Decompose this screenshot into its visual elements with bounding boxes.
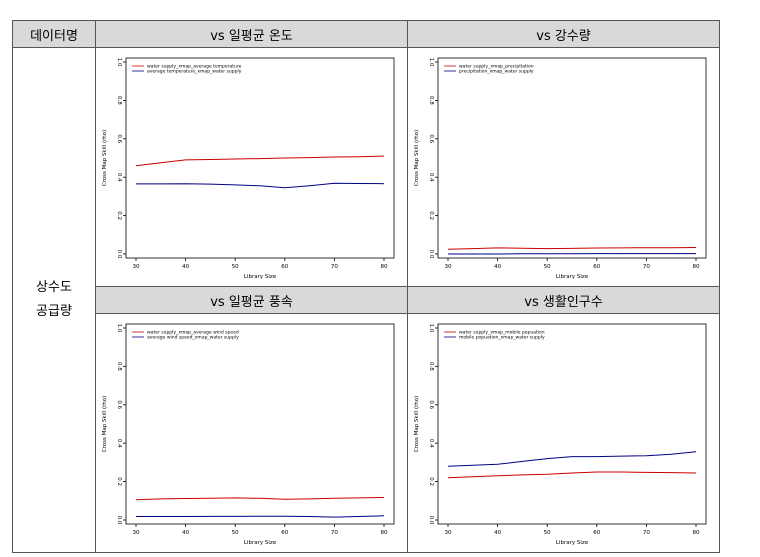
x-tick-label: 40: [182, 264, 189, 270]
y-tick-label: 0.6: [428, 134, 434, 143]
y-tick-label: 0.8: [116, 96, 122, 105]
x-tick-label: 30: [445, 264, 452, 270]
y-tick-label: 0.6: [116, 134, 122, 143]
series-line-1: [135, 155, 385, 167]
x-tick-label: 80: [381, 264, 388, 270]
x-tick-label: 50: [544, 530, 551, 536]
plot-frame: [437, 57, 707, 259]
row-label-water-supply: 상수도 공급량: [12, 47, 96, 553]
series-line-2: [447, 451, 697, 467]
legend-label-1: water supply_xmap_average wind speed: [147, 330, 239, 336]
series-line-2: [136, 182, 385, 189]
legend-label-2: average wind speed_xmap_water supply: [147, 335, 239, 341]
legend-label-1: water supply_xmap_average temperature: [147, 64, 242, 70]
x-axis-label: Library Size: [244, 274, 277, 280]
chart-row-1: 상수도 공급량 30 40 50 60 70 80 0.0 0.2 0.4 0.6 0.8 1.0 Li…: [12, 47, 720, 553]
y-tick-label: 1.0: [116, 58, 122, 67]
x-tick-label: 30: [445, 530, 452, 536]
x-tick-label: 70: [331, 264, 338, 270]
x-tick-label: 50: [544, 264, 551, 270]
header-temperature: vs 일평균 온도: [95, 20, 408, 48]
x-tick-label: 40: [494, 530, 501, 536]
x-tick-label: 40: [182, 530, 189, 536]
y-axis-label: Cross Map Skill (rho): [414, 130, 420, 187]
y-tick-label: 0.2: [428, 211, 434, 220]
chart-wind-speed: 30 40 50 60 70 80 0.0 0.2 0.4 0.6 0.8 1.0 Library Si…: [102, 323, 395, 546]
y-tick-label: 0.0: [428, 250, 434, 259]
legend-label-1: water supply_xmap_mobile popuation: [459, 330, 545, 336]
y-tick-label: 1.0: [428, 324, 434, 333]
y-axis-label: Cross Map Skill (rho): [102, 130, 108, 187]
x-tick-label: 60: [281, 530, 288, 536]
chart-temperature: 30 40 50 60 70 80 0.0 0.2 0.4 0.6 0.8 1.0 Library Si…: [102, 57, 395, 280]
row-label-line-2: 공급량: [36, 304, 72, 319]
x-tick-label: 50: [232, 530, 239, 536]
y-tick-label: 0.8: [428, 362, 434, 371]
x-tick-label: 60: [593, 264, 600, 270]
y-tick-label: 0.2: [116, 477, 122, 486]
legend-label-2: precipitation_xmap_water supply: [459, 69, 534, 75]
y-axis-label: Cross Map Skill (rho): [414, 396, 420, 453]
y-tick-label: 0.0: [428, 516, 434, 525]
header-precipitation: vs 강수량: [407, 20, 720, 48]
x-tick-label: 30: [133, 264, 140, 270]
series-line-2: [136, 515, 385, 518]
legend-label-2: mobile popuation_xmap_water supply: [459, 335, 545, 341]
series-line-1: [135, 497, 385, 501]
y-tick-label: 0.8: [116, 362, 122, 371]
y-tick-label: 1.0: [428, 58, 434, 67]
x-tick-label: 70: [643, 264, 650, 270]
x-tick-label: 30: [133, 530, 140, 536]
y-tick-label: 0.8: [428, 96, 434, 105]
x-tick-label: 60: [281, 264, 288, 270]
y-tick-label: 0.0: [116, 250, 122, 259]
header-row-1: 데이터명 vs 일평균 온도 vs 강수량: [12, 20, 720, 48]
x-tick-label: 80: [693, 264, 700, 270]
x-tick-label: 80: [693, 530, 700, 536]
x-tick-label: 50: [232, 264, 239, 270]
data-name-header: 데이터명: [12, 20, 96, 48]
y-tick-label: 0.4: [116, 173, 122, 182]
x-tick-label: 40: [494, 264, 501, 270]
plot-frame: [125, 57, 395, 259]
legend-label-1: water supply_xmap_precipitation: [459, 64, 534, 70]
chart-cell-temperature: 30 40 50 60 70 80 0.0 0.2 0.4 0.6 0.8 1.0 Library Si…: [95, 47, 408, 287]
x-tick-label: 70: [331, 530, 338, 536]
chart-cell-wind-speed: 30 40 50 60 70 80 0.0 0.2 0.4 0.6 0.8 1.0 Library Si…: [95, 313, 408, 553]
series-line-1: [447, 247, 697, 250]
y-tick-label: 0.4: [428, 439, 434, 448]
header-mobile-population: vs 생활인구수: [407, 286, 720, 314]
chart-cell-mobile-population: 30 40 50 60 70 80 0.0 0.2 0.4 0.6 0.8 1.0 Library Si…: [407, 313, 720, 553]
plot-frame: [125, 323, 395, 525]
header-row-2: vs 일평균 풍속 vs 생활인구수: [13, 286, 720, 314]
x-axis-label: Library Size: [556, 540, 589, 546]
legend-label-2: average temperature_xmap_water supply: [147, 69, 242, 75]
chart-cell-precipitation: 30 40 50 60 70 80 0.0 0.2 0.4 0.6 0.8 1.0 Library Si…: [407, 47, 720, 287]
row-label-line-1: 상수도: [36, 280, 72, 295]
y-tick-label: 0.4: [428, 173, 434, 182]
chart-row-2: 30 40 50 60 70 80 0.0 0.2 0.4 0.6 0.8 1.0 Library Si…: [13, 313, 720, 553]
chart-precipitation: 30 40 50 60 70 80 0.0 0.2 0.4 0.6 0.8 1.0 Library Si…: [414, 57, 707, 280]
x-tick-label: 80: [381, 530, 388, 536]
y-tick-label: 1.0: [116, 324, 122, 333]
series-line-1: [447, 471, 697, 479]
results-table: 데이터명 vs 일평균 온도 vs 강수량 상수도 공급량 30 40 50 60 70…: [12, 20, 720, 553]
x-axis-label: Library Size: [556, 274, 589, 280]
y-tick-label: 0.6: [428, 400, 434, 409]
y-axis-label: Cross Map Skill (rho): [102, 396, 108, 453]
plot-frame: [437, 323, 707, 525]
x-tick-label: 60: [593, 530, 600, 536]
y-tick-label: 0.4: [116, 439, 122, 448]
x-axis-label: Library Size: [244, 540, 277, 546]
x-tick-label: 70: [643, 530, 650, 536]
y-tick-label: 0.2: [116, 211, 122, 220]
y-tick-label: 0.6: [116, 400, 122, 409]
chart-mobile-population: 30 40 50 60 70 80 0.0 0.2 0.4 0.6 0.8 1.0 Library Si…: [414, 323, 707, 546]
header-wind-speed: vs 일평균 풍속: [95, 286, 408, 314]
y-tick-label: 0.2: [428, 477, 434, 486]
y-tick-label: 0.0: [116, 516, 122, 525]
